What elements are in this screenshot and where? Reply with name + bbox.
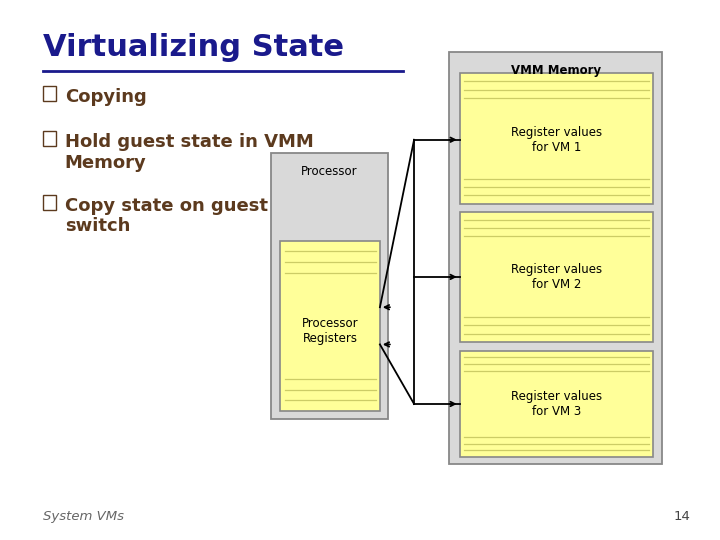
Text: 14: 14 xyxy=(674,510,691,523)
Bar xyxy=(459,73,653,204)
Text: Hold guest state in VMM
Memory: Hold guest state in VMM Memory xyxy=(65,133,313,172)
Text: Virtualizing State: Virtualizing State xyxy=(43,33,344,63)
Text: Register values
for VM 3: Register values for VM 3 xyxy=(511,390,602,418)
Bar xyxy=(43,86,56,101)
Text: Copying: Copying xyxy=(65,87,146,106)
Bar xyxy=(459,212,653,342)
Bar xyxy=(43,131,56,146)
Bar xyxy=(449,52,662,464)
Bar xyxy=(459,351,653,457)
Bar xyxy=(43,195,56,210)
Text: Processor: Processor xyxy=(301,165,358,178)
Text: Processor
Registers: Processor Registers xyxy=(302,317,359,345)
Text: Register values
for VM 2: Register values for VM 2 xyxy=(511,263,602,291)
Text: Register values
for VM 1: Register values for VM 1 xyxy=(511,126,602,154)
Text: System VMs: System VMs xyxy=(43,510,125,523)
Bar xyxy=(271,153,389,419)
Text: VMM Memory: VMM Memory xyxy=(510,64,600,77)
Text: Copy state on guest
switch: Copy state on guest switch xyxy=(65,197,268,235)
Bar xyxy=(280,241,380,411)
